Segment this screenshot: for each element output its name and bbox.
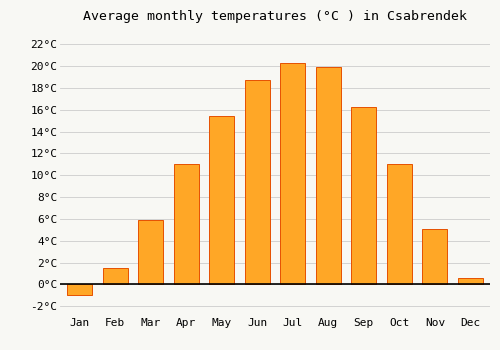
Bar: [67, 285, 92, 295]
Bar: [387, 164, 412, 285]
Bar: [245, 80, 270, 285]
Bar: [210, 117, 234, 285]
Bar: [102, 268, 128, 285]
Bar: [174, 164, 199, 285]
Bar: [138, 220, 163, 285]
Title: Average monthly temperatures (°C ) in Csabrendek: Average monthly temperatures (°C ) in Cs…: [83, 10, 467, 23]
Bar: [422, 229, 448, 285]
Bar: [458, 278, 483, 285]
Bar: [316, 67, 340, 285]
Bar: [280, 63, 305, 285]
Bar: [352, 106, 376, 285]
